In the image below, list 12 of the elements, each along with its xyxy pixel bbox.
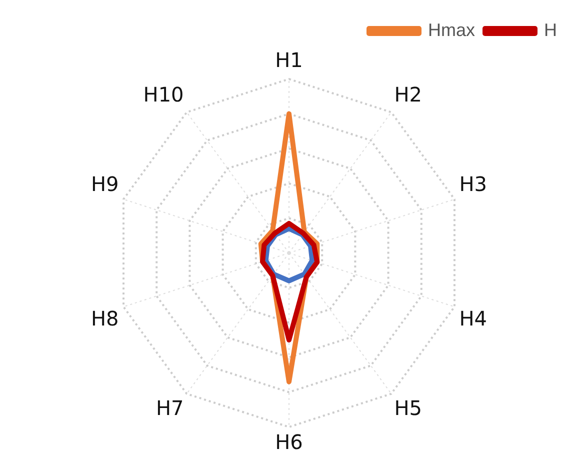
- spoke-label: H8: [90, 306, 119, 331]
- legend-label: H: [544, 20, 557, 40]
- spoke-label: H5: [394, 396, 422, 420]
- spoke-label: H4: [459, 306, 488, 331]
- spoke-label: H10: [143, 82, 184, 106]
- spoke-label: H7: [156, 396, 184, 420]
- spoke-label: H2: [394, 82, 422, 106]
- spoke-label: H1: [275, 48, 303, 72]
- spoke-label: H6: [275, 430, 303, 454]
- legend-label: Hmax: [428, 20, 476, 40]
- spoke-label: H3: [459, 172, 488, 196]
- spoke-label: H9: [90, 172, 119, 196]
